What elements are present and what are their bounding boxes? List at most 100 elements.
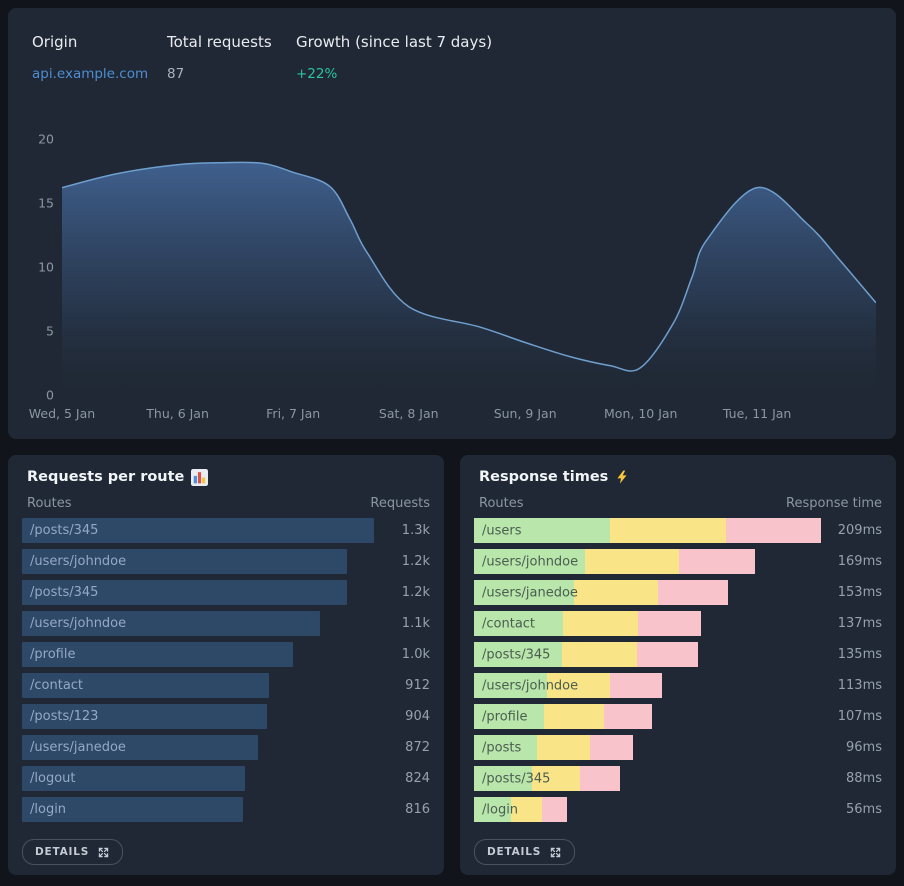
traffic-overview-card: Origin Total requests Growth (since last… <box>8 8 896 439</box>
response-time-value: 113ms <box>837 678 882 693</box>
x-tick-label: Sun, 9 Jan <box>493 406 557 421</box>
origin-link[interactable]: api.example.com <box>32 66 149 82</box>
fast-segment <box>474 642 562 667</box>
summary-data-row: api.example.com 87 +22% <box>32 65 876 83</box>
medium-segment <box>573 580 659 605</box>
table-row: /posts/345 135ms <box>474 642 882 667</box>
fast-segment <box>474 549 586 574</box>
expand-icon <box>98 847 109 857</box>
table-row: /posts/123 904 <box>22 704 430 729</box>
slow-segment <box>603 704 652 729</box>
request-count-bar[interactable]: /logout <box>22 766 245 791</box>
request-count-value: 1.2k <box>401 554 430 569</box>
medium-segment <box>610 518 727 543</box>
request-count-value: 912 <box>405 678 430 693</box>
request-count-value: 1.0k <box>401 647 430 662</box>
response-time-bar[interactable]: /contact <box>474 611 701 636</box>
lightning-emoji <box>617 470 627 484</box>
response-time-bar[interactable]: /posts/345 <box>474 642 698 667</box>
request-count-value: 816 <box>405 802 430 817</box>
area-fill <box>62 162 876 395</box>
response-times-panel: Response times Routes Response time /use… <box>460 455 896 875</box>
table-row: /logout 824 <box>22 766 430 791</box>
response-time-value: 88ms <box>846 771 882 786</box>
requests-details-button[interactable]: DETAILS <box>22 839 124 865</box>
request-count-bar[interactable]: /users/johndoe <box>22 549 347 574</box>
table-row: /users/janedoe 872 <box>22 735 430 760</box>
x-tick-label: Tue, 11 Jan <box>722 406 792 421</box>
x-tick-label: Mon, 10 Jan <box>604 406 678 421</box>
slow-segment <box>638 611 701 636</box>
response-time-bar[interactable]: /users/johndoe <box>474 673 662 698</box>
fast-segment <box>474 797 511 822</box>
total-requests-column-header: Total requests <box>167 33 272 51</box>
response-time-bar[interactable]: /login <box>474 797 567 822</box>
x-tick-label: Wed, 5 Jan <box>28 406 96 421</box>
growth-column-header: Growth (since last 7 days) <box>296 33 493 51</box>
request-count-bar[interactable]: /login <box>22 797 243 822</box>
table-row: /contact 137ms <box>474 611 882 636</box>
area-chart-plot[interactable] <box>62 139 876 395</box>
response-details-button[interactable]: DETAILS <box>474 839 576 865</box>
response-panel-title: Response times <box>479 469 609 485</box>
requests-per-route-panel: Requests per route Routes Requests /post… <box>8 455 444 875</box>
request-count-bar[interactable]: /users/janedoe <box>22 735 258 760</box>
request-count-bar[interactable]: /users/johndoe <box>22 611 320 636</box>
table-row: /profile 107ms <box>474 704 882 729</box>
slow-segment <box>636 642 698 667</box>
fast-segment <box>474 611 564 636</box>
request-count-value: 1.3k <box>401 523 430 538</box>
response-time-value: 153ms <box>837 585 882 600</box>
slow-segment <box>589 735 633 760</box>
request-count-value: 1.1k <box>401 616 430 631</box>
fast-segment <box>474 766 533 791</box>
routes-column-header: Routes <box>479 496 524 511</box>
table-row: /contact 912 <box>22 673 430 698</box>
response-time-value: 107ms <box>837 709 882 724</box>
routes-column-header: Routes <box>27 496 72 511</box>
response-time-bar[interactable]: /profile <box>474 704 652 729</box>
slow-segment <box>580 766 620 791</box>
y-tick-label: 20 <box>38 131 54 147</box>
table-row: /users/johndoe 113ms <box>474 673 882 698</box>
request-count-bar[interactable]: /posts/345 <box>22 580 347 605</box>
origin-column-header: Origin <box>32 33 78 51</box>
response-time-value: 56ms <box>846 802 882 817</box>
expand-icon <box>550 847 561 857</box>
response-time-bar[interactable]: /users/janedoe <box>474 580 728 605</box>
response-time-bar[interactable]: /users <box>474 518 821 543</box>
fast-segment <box>474 518 611 543</box>
fast-segment <box>474 735 537 760</box>
table-row: /posts 96ms <box>474 735 882 760</box>
request-count-value: 824 <box>405 771 430 786</box>
y-tick-label: 0 <box>46 387 54 403</box>
growth-value: +22% <box>296 66 338 82</box>
table-row: /users/janedoe 153ms <box>474 580 882 605</box>
response-time-value: 209ms <box>837 523 882 538</box>
request-count-value: 904 <box>405 709 430 724</box>
medium-segment <box>510 797 543 822</box>
x-tick-label: Fri, 7 Jan <box>266 406 321 421</box>
medium-segment <box>561 642 637 667</box>
response-time-bar[interactable]: /posts/345 <box>474 766 620 791</box>
table-row: /login 816 <box>22 797 430 822</box>
response-time-bar[interactable]: /users/johndoe <box>474 549 755 574</box>
request-count-bar[interactable]: /posts/123 <box>22 704 267 729</box>
request-count-bar[interactable]: /profile <box>22 642 293 667</box>
y-tick-label: 15 <box>38 195 54 211</box>
fast-segment <box>474 673 548 698</box>
summary-header-row: Origin Total requests Growth (since last… <box>32 32 876 52</box>
table-row: /posts/345 88ms <box>474 766 882 791</box>
x-tick-label: Sat, 8 Jan <box>378 406 439 421</box>
requests-column-header: Requests <box>370 496 430 511</box>
slow-segment <box>542 797 567 822</box>
table-row: /posts/345 1.2k <box>22 580 430 605</box>
x-axis: Wed, 5 Jan Thu, 6 Jan Fri, 7 Jan Sat, 8 Jan… <box>29 395 876 429</box>
y-tick-label: 5 <box>46 323 54 339</box>
table-row: /profile 1.0k <box>22 642 430 667</box>
response-time-bar[interactable]: /posts <box>474 735 633 760</box>
request-count-bar[interactable]: /contact <box>22 673 269 698</box>
response-time-column-header: Response time <box>786 496 882 511</box>
table-row: /login 56ms <box>474 797 882 822</box>
request-count-bar[interactable]: /posts/345 <box>22 518 374 543</box>
